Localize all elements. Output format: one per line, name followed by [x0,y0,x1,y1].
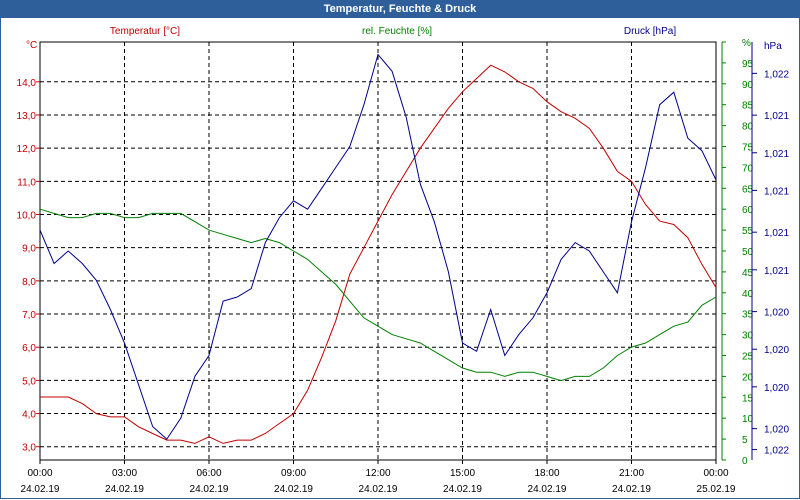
humidity-tick-label: 20 [742,372,754,383]
time-tick-label: 06:00 [196,468,221,479]
date-tick-label: 24.02.19 [528,484,567,495]
pressure-tick-label: 1,020 [764,345,789,356]
temperature-tick-label: 7,0 [22,310,36,321]
humidity-tick-label: 60 [742,205,754,216]
humidity-tick-label: 10 [742,414,754,425]
time-tick-label: 18:00 [534,468,559,479]
temperature-tick-label: 14,0 [17,78,37,89]
pressure-tick-label: 1,021 [764,186,789,197]
time-tick-label: 21:00 [619,468,644,479]
series-line-humidity [39,208,717,382]
pressure-tick-label: 1,020 [764,383,789,394]
temperature-tick-label: 11,0 [17,177,36,188]
pressure-tick-label: 1,021 [764,228,789,239]
pressure-tick-label: 1,020 [764,308,789,319]
humidity-tick-label: 80 [742,122,754,133]
axis-titles: Temperatur [°C] rel. Feuchte [%] Druck [hP… [110,26,676,37]
humidity-tick-label: 90 [742,80,754,91]
pressure-tick-label: 1,022 [764,69,789,80]
temperature-tick-label: 12,0 [17,144,37,155]
time-tick-label: 00:00 [703,468,728,479]
temperature-tick-label: 5,0 [22,376,36,387]
time-tick-label: 15:00 [450,468,475,479]
humidity-tick-label: 5 [742,435,748,446]
humidity-tick-label: 85 [742,101,754,112]
time-tick-label: 03:00 [112,468,137,479]
pressure-axis-title: Druck [hPa] [624,26,676,37]
humidity-tick-label: % [742,38,751,49]
temperature-unit-label: °C [26,40,37,51]
date-tick-label: 24.02.19 [443,484,482,495]
humidity-tick-label: 25 [742,352,754,363]
date-tick-label: 24.02.19 [21,484,60,495]
humidity-axis-title: rel. Feuchte [%] [362,26,432,37]
humidity-tick-label: 75 [742,143,754,154]
pressure-tick-label: 1,021 [764,149,789,160]
series-layer [39,53,717,444]
temperature-tick-label: 4,0 [22,410,36,421]
date-tick-label: 24.02.19 [105,484,144,495]
grid [40,42,716,460]
series-line-temperature [40,64,717,444]
humidity-tick-label: 95 [742,59,754,70]
temperature-tick-label: 9,0 [22,244,36,255]
plot-border [39,41,717,461]
series-line-pressure [39,53,717,440]
pressure-tick-label: 1,021 [764,111,789,122]
date-tick-label: 24.02.19 [274,484,313,495]
date-tick-label: 24.02.19 [359,484,398,495]
humidity-tick-label: 50 [742,247,754,258]
humidity-tick-label: 65 [742,184,754,195]
humidity-tick-label: 70 [742,163,754,174]
pressure-tick-label: 1,020 [764,425,789,436]
temperature-axis: 3,0 4,0 5,0 6,0 7,0 8,0 9,0 10,0 11,0 12,0 13,0 14,… [17,40,40,454]
date-tick-label: 24.02.19 [190,484,229,495]
humidity-tick-label: 15 [742,393,754,404]
temperature-tick-label: 10,0 [17,211,37,222]
temperature-tick-label: 6,0 [22,343,36,354]
temperature-tick-label: 13,0 [17,111,37,122]
pressure-axis: 1,020 1,020 1,020 1,020 1,021 1,021 1,021 1,021… [751,41,789,460]
humidity-tick-label: 30 [742,331,754,342]
chart-title: Temperatur, Feuchte & Druck [0,0,800,18]
humidity-axis: 0 5 10 15 20 25 30 35 40 45 50 55 60 65 70 75 80 85 90 95% [721,38,754,467]
humidity-tick-label: 55 [742,226,754,237]
temperature-axis-title: Temperatur [°C] [110,26,180,37]
pressure-tick-label: 1,021 [764,266,789,277]
time-tick-label: 12:00 [365,468,390,479]
pressure-tick-label: 1,022 [764,446,789,457]
humidity-tick-label: 40 [742,289,754,300]
temperature-tick-label: 8,0 [22,277,36,288]
temperature-tick-label: 3,0 [22,443,36,454]
date-tick-label: 25.02.19 [697,484,736,495]
humidity-tick-label: 45 [742,268,754,279]
humidity-tick-label: 35 [742,310,754,321]
humidity-tick-label: 0 [742,456,748,467]
pressure-unit-label: hPa [764,41,782,52]
date-tick-label: 24.02.19 [612,484,651,495]
time-tick-label: 00:00 [27,468,52,479]
time-axis: 00:00 24.02.19 03:00 24.02.19 06:00 24.02.19 0… [21,460,736,495]
time-tick-label: 09:00 [281,468,306,479]
